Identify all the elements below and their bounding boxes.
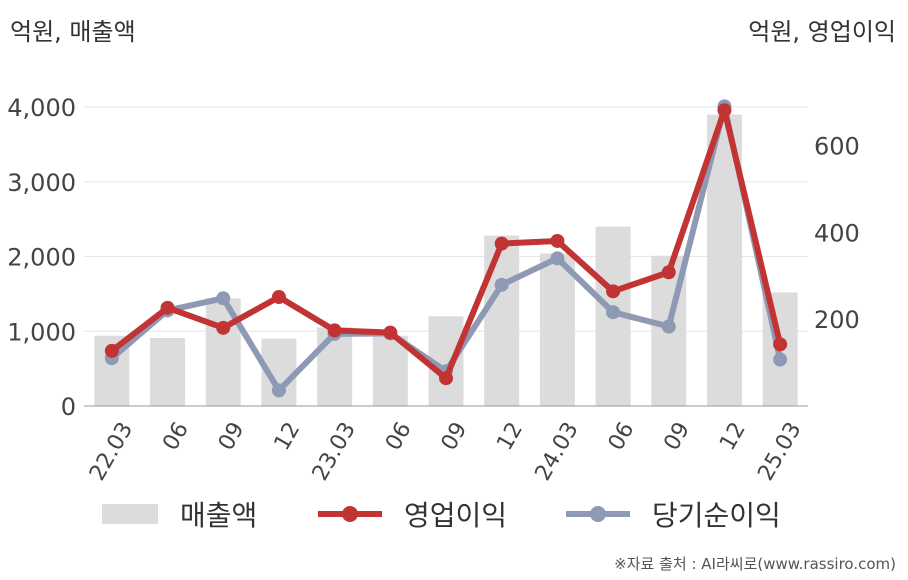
point-operating-profit xyxy=(271,289,286,304)
legend-swatch-revenue xyxy=(102,504,158,524)
legend-item-revenue: 매출액 xyxy=(102,492,257,536)
point-operating-profit xyxy=(494,236,509,251)
x-tick-label: 06 xyxy=(381,418,417,455)
legend-swatch-net-income xyxy=(566,506,630,522)
legend-swatch-operating-profit xyxy=(318,506,382,522)
bar-revenue xyxy=(484,235,520,406)
point-operating-profit xyxy=(661,265,676,280)
x-tick-label: 06 xyxy=(604,418,640,455)
point-net-income xyxy=(606,305,621,320)
legend-label-revenue: 매출액 xyxy=(180,499,258,532)
x-tick-label: 25.03 xyxy=(753,418,806,485)
legend-label-net-income: 당기순이익 xyxy=(652,499,781,532)
point-net-income xyxy=(216,291,231,306)
x-tick-label: 12 xyxy=(715,418,751,455)
point-net-income xyxy=(494,277,509,292)
x-tick-label: 22.03 xyxy=(85,418,138,485)
data-source-note: ※자료 출처 : AI라씨로(www.rassiro.com) xyxy=(614,555,896,573)
point-net-income xyxy=(773,352,788,367)
point-operating-profit xyxy=(606,284,621,299)
right-tick-label: 200 xyxy=(814,306,860,334)
point-net-income xyxy=(271,383,286,398)
x-tick-label: 12 xyxy=(270,418,306,455)
x-tick-label: 12 xyxy=(492,418,528,455)
point-operating-profit xyxy=(550,233,565,248)
x-tick-label: 09 xyxy=(214,418,250,455)
point-operating-profit xyxy=(773,337,788,352)
left-tick-label: 4,000 xyxy=(7,94,76,122)
chart-legend: 매출액 영업이익 당기순이익 xyxy=(0,492,908,536)
x-tick-label: 23.03 xyxy=(308,418,361,485)
bar-revenue xyxy=(372,335,408,406)
point-operating-profit xyxy=(327,323,342,338)
left-axis-unit: 억원, 매출액 xyxy=(10,18,136,46)
legend-item-operating-profit: 영업이익 xyxy=(318,492,507,536)
point-operating-profit xyxy=(717,103,732,118)
point-operating-profit xyxy=(439,371,453,386)
right-tick-label: 400 xyxy=(814,219,860,247)
bar-revenue xyxy=(150,337,186,406)
x-tick-label: 06 xyxy=(158,418,194,455)
bar-revenue xyxy=(539,253,575,406)
x-tick-label: 24.03 xyxy=(531,418,584,485)
right-tick-label: 600 xyxy=(814,132,860,160)
left-tick-label: 1,000 xyxy=(7,318,76,346)
left-tick-label: 0 xyxy=(61,393,76,421)
left-tick-label: 3,000 xyxy=(7,169,76,197)
point-operating-profit xyxy=(160,300,175,315)
point-net-income xyxy=(661,319,676,334)
x-tick-label: 09 xyxy=(659,418,695,455)
point-operating-profit xyxy=(216,320,231,335)
point-operating-profit xyxy=(383,325,398,340)
left-tick-label: 2,000 xyxy=(7,244,76,272)
x-tick-label: 09 xyxy=(437,418,473,455)
right-axis-unit: 억원, 영업이익 xyxy=(748,18,896,46)
legend-label-operating-profit: 영업이익 xyxy=(404,499,508,532)
point-operating-profit xyxy=(104,343,119,358)
point-net-income xyxy=(550,251,565,266)
legend-item-net-income: 당기순이익 xyxy=(566,492,781,536)
